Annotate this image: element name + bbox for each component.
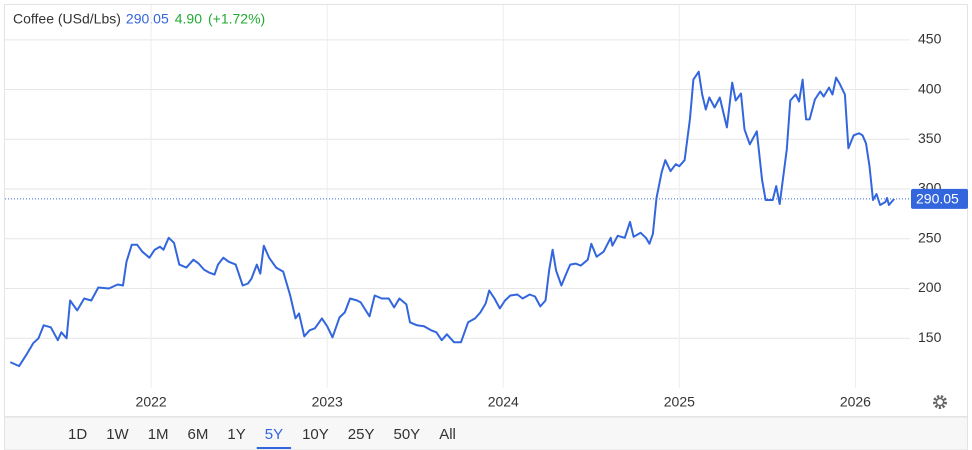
range-button[interactable]: 10Y: [302, 426, 329, 443]
range-button[interactable]: 50Y: [394, 426, 421, 443]
range-button[interactable]: 25Y: [348, 426, 375, 443]
price: 290.05: [126, 11, 169, 27]
y-tick-label: 250: [918, 229, 942, 245]
x-tick-label: 2025: [664, 394, 695, 410]
y-tick-label: 350: [918, 130, 942, 146]
y-tick-label: 400: [918, 80, 942, 96]
x-tick-label: 2026: [840, 394, 871, 410]
plot: [5, 5, 910, 388]
range-button[interactable]: 1M: [148, 426, 169, 443]
x-tick-label: 2024: [488, 394, 519, 410]
x-tick-label: 2023: [312, 394, 343, 410]
range-button[interactable]: All: [439, 426, 456, 443]
y-tick-label: 450: [918, 31, 942, 47]
y-tick-label: 150: [918, 329, 942, 345]
range-button[interactable]: 6M: [188, 426, 209, 443]
instrument-name: Coffee (USd/Lbs): [13, 11, 121, 27]
range-button[interactable]: 5Y: [265, 426, 283, 443]
range-bar: [4, 416, 968, 450]
range-button[interactable]: 1D: [68, 426, 87, 443]
last-price-badge: [911, 188, 968, 209]
range-button[interactable]: 1W: [106, 426, 129, 443]
change: 4.90: [175, 11, 202, 27]
range-button[interactable]: 1Y: [227, 426, 245, 443]
change-percent: (+1.72%): [208, 11, 265, 27]
price-line: [9, 70, 895, 368]
header: Coffee (USd/Lbs) 290.05 4.90 (+1.72%): [13, 11, 265, 27]
last-price-label: 290.05: [916, 191, 959, 207]
x-tick-label: 2022: [136, 394, 167, 410]
settings-icon[interactable]: [933, 395, 947, 409]
y-tick-label: 200: [918, 279, 942, 295]
